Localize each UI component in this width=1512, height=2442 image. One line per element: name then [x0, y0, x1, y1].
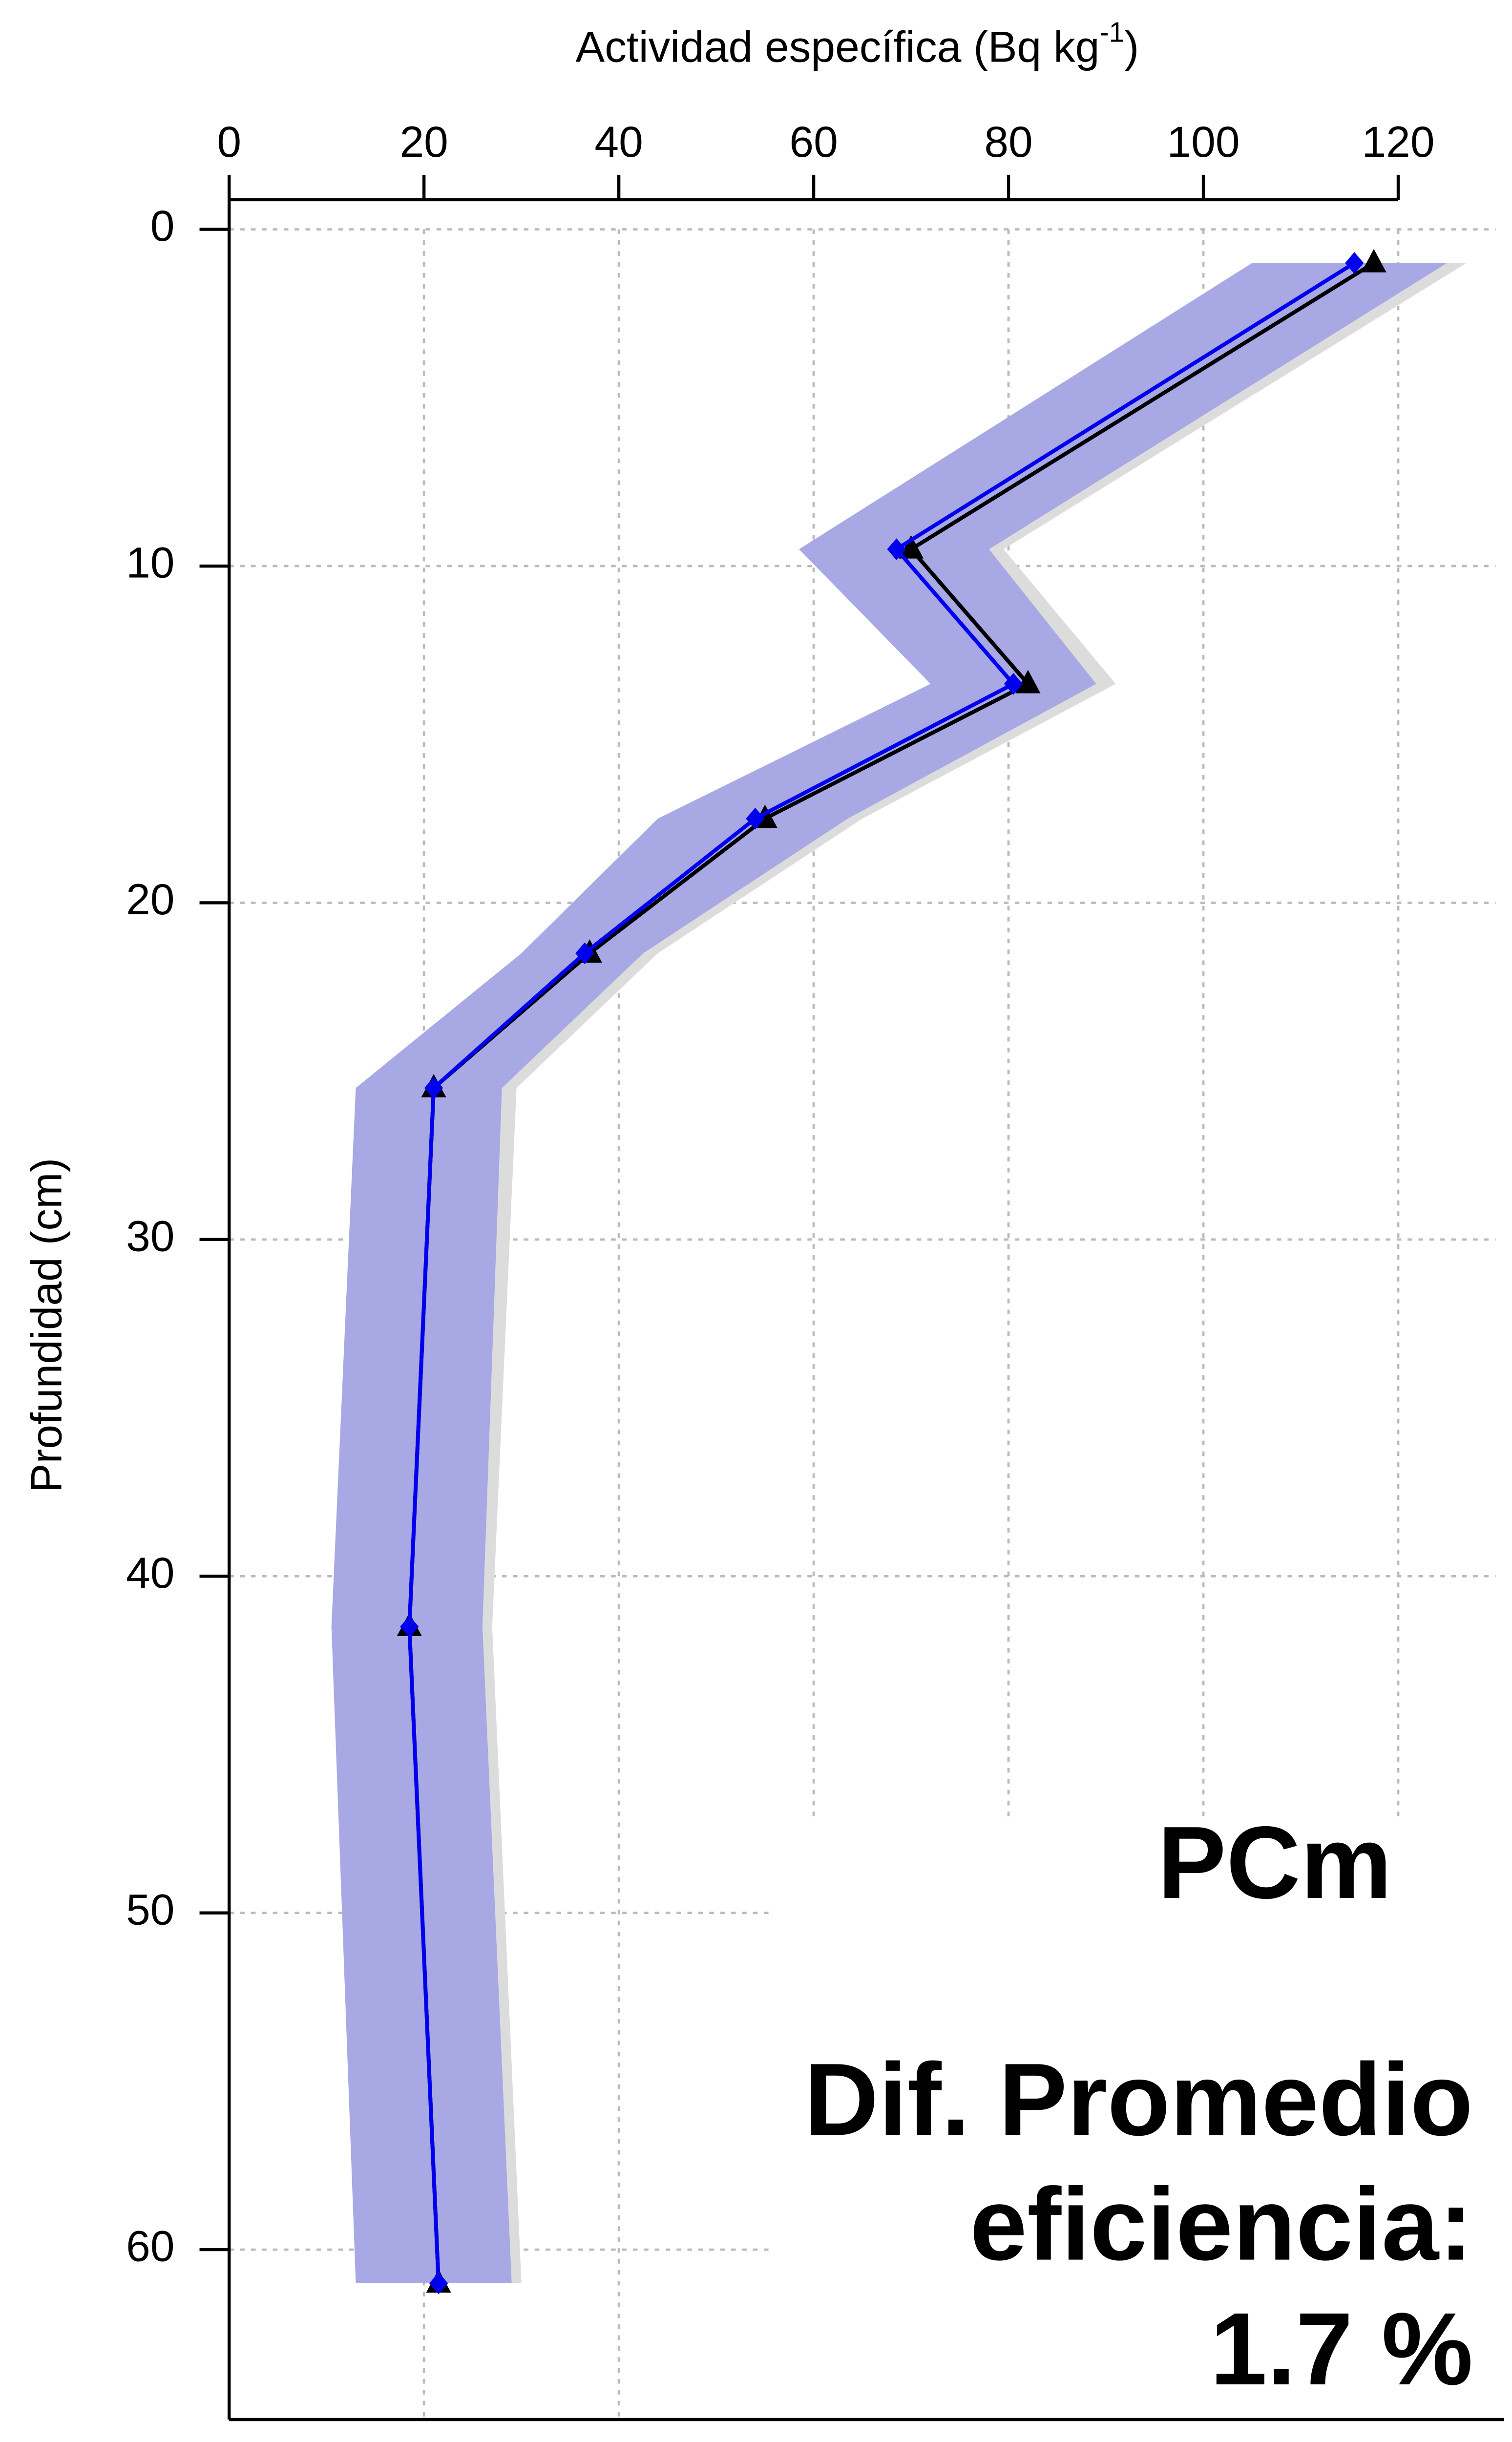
y-axis-title: Profundidad (cm)	[22, 1158, 71, 1493]
annotation: Dif. Promedio	[804, 2042, 1473, 2157]
y-tick-label: 0	[150, 201, 175, 250]
y-tick-label: 20	[126, 875, 174, 924]
y-tick-label: 40	[126, 1548, 174, 1597]
bands	[331, 263, 1467, 2284]
x-tick-label: 20	[399, 117, 448, 166]
x-title-sup: -1	[1099, 17, 1124, 48]
y-tick-label: 10	[126, 538, 174, 587]
triangle-marker	[899, 535, 924, 559]
annotation: eficiencia:	[970, 2167, 1473, 2282]
annotation-background	[771, 1816, 1505, 2417]
diamond-marker	[746, 807, 765, 830]
x-tick-label: 0	[217, 117, 241, 166]
x-tick-label: 60	[789, 117, 838, 166]
uncertainty-band	[331, 263, 1447, 2284]
diamond-marker	[887, 538, 906, 560]
ticks: 0 20 40 60 80 100 120 0 10 20 30 40 50 60	[126, 117, 1434, 2271]
annotation: PCm	[1157, 1805, 1392, 1920]
diamond-marker	[400, 1616, 419, 1638]
diamond-marker	[1345, 252, 1364, 274]
x-title-part: Actividad específica (Bq kg	[576, 22, 1100, 71]
annotation: 1.7 %	[1210, 2291, 1473, 2406]
profile-line	[407, 261, 1356, 2284]
x-axis-title: Actividad específica (Bq kg-1)	[576, 17, 1139, 71]
y-tick-label: 60	[126, 2222, 174, 2271]
x-title-part: )	[1125, 22, 1139, 71]
x-tick-label: 40	[594, 117, 643, 166]
x-tick-label: 80	[984, 117, 1032, 166]
y-tick-label: 50	[126, 1885, 174, 1934]
x-tick-label: 100	[1167, 117, 1239, 166]
triangle-marker	[1361, 249, 1386, 273]
lines	[397, 249, 1386, 2295]
x-tick-label: 120	[1362, 117, 1434, 166]
triangle-marker	[1015, 670, 1041, 694]
diamond-marker	[424, 1077, 443, 1099]
y-tick-label: 30	[126, 1211, 174, 1260]
diamond-marker	[575, 942, 594, 965]
